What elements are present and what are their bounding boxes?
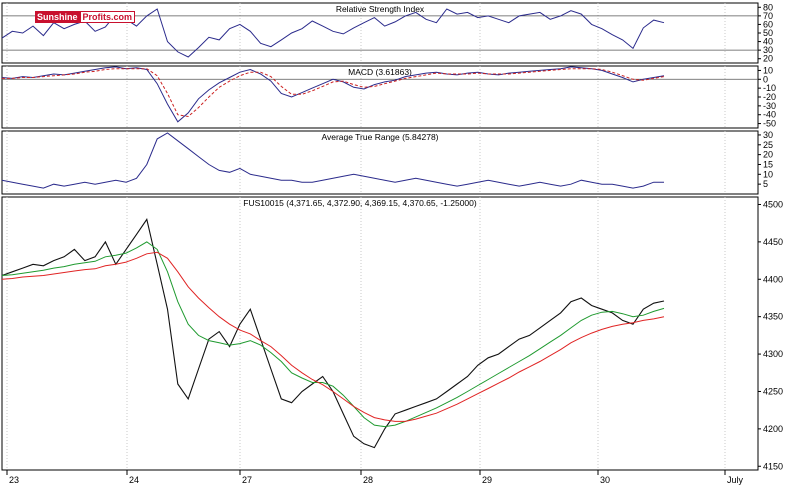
x-tick-label: 30	[600, 475, 610, 485]
series-line-price-2	[1, 251, 665, 422]
x-tick-label: 23	[9, 475, 19, 485]
y-tick-label: 20	[763, 54, 773, 64]
x-tick-label: 27	[242, 475, 252, 485]
y-tick-label: 25	[763, 140, 773, 150]
series-line-atr-0	[1, 132, 664, 189]
y-tick-label: 4350	[763, 312, 783, 322]
y-tick-label: 15	[763, 159, 773, 169]
series-line-price-0	[1, 218, 665, 449]
panel-frame-atr	[1, 130, 759, 195]
y-tick-label: 50	[763, 28, 773, 38]
y-tick-label: 30	[763, 130, 773, 140]
y-tick-label: -50	[763, 119, 776, 129]
logo-part-1: Sunshine	[35, 11, 80, 23]
x-tick-label: July	[727, 475, 744, 485]
y-tick-label: -10	[763, 83, 776, 93]
y-tick-label: 60	[763, 19, 773, 29]
y-tick-label: 80	[763, 2, 773, 12]
y-tick-label: 4300	[763, 349, 783, 359]
y-tick-label: 20	[763, 150, 773, 160]
logo-part-2: Profits.com	[79, 11, 136, 23]
y-tick-label: 40	[763, 37, 773, 47]
y-tick-label: 4450	[763, 237, 783, 247]
y-tick-label: 4250	[763, 386, 783, 396]
panel-frame-price	[1, 196, 759, 471]
y-tick-label: -20	[763, 92, 776, 102]
y-tick-label: 4400	[763, 274, 783, 284]
y-tick-label: 30	[763, 45, 773, 55]
sunshine-profits-logo: Sunshine Profits.com	[35, 11, 136, 23]
y-tick-label: 70	[763, 11, 773, 21]
panel-title-price: FUS10015 (4,371.65, 4,372.90, 4,369.15, …	[243, 198, 477, 208]
y-tick-label: 4150	[763, 461, 783, 471]
x-tick-label: 28	[363, 475, 373, 485]
series-line-macd-1	[2, 68, 665, 118]
x-tick-label: 24	[129, 475, 139, 485]
y-tick-label: 0	[763, 74, 768, 84]
y-tick-label: 4500	[763, 199, 783, 209]
panel-title-macd: MACD (3.61863)	[348, 67, 412, 77]
y-tick-label: -40	[763, 110, 776, 120]
panel-title-atr: Average True Range (5.84278)	[321, 132, 438, 142]
series-line-macd-0	[1, 66, 665, 123]
y-tick-label: 10	[763, 65, 773, 75]
x-tick-label: 29	[482, 475, 492, 485]
y-tick-label: 4200	[763, 424, 783, 434]
y-tick-label: -30	[763, 101, 776, 111]
series-line-price-1	[1, 241, 665, 428]
y-tick-label: 10	[763, 169, 773, 179]
panel-title-rsi: Relative Strength Index	[336, 4, 425, 14]
y-tick-label: 5	[763, 179, 768, 189]
